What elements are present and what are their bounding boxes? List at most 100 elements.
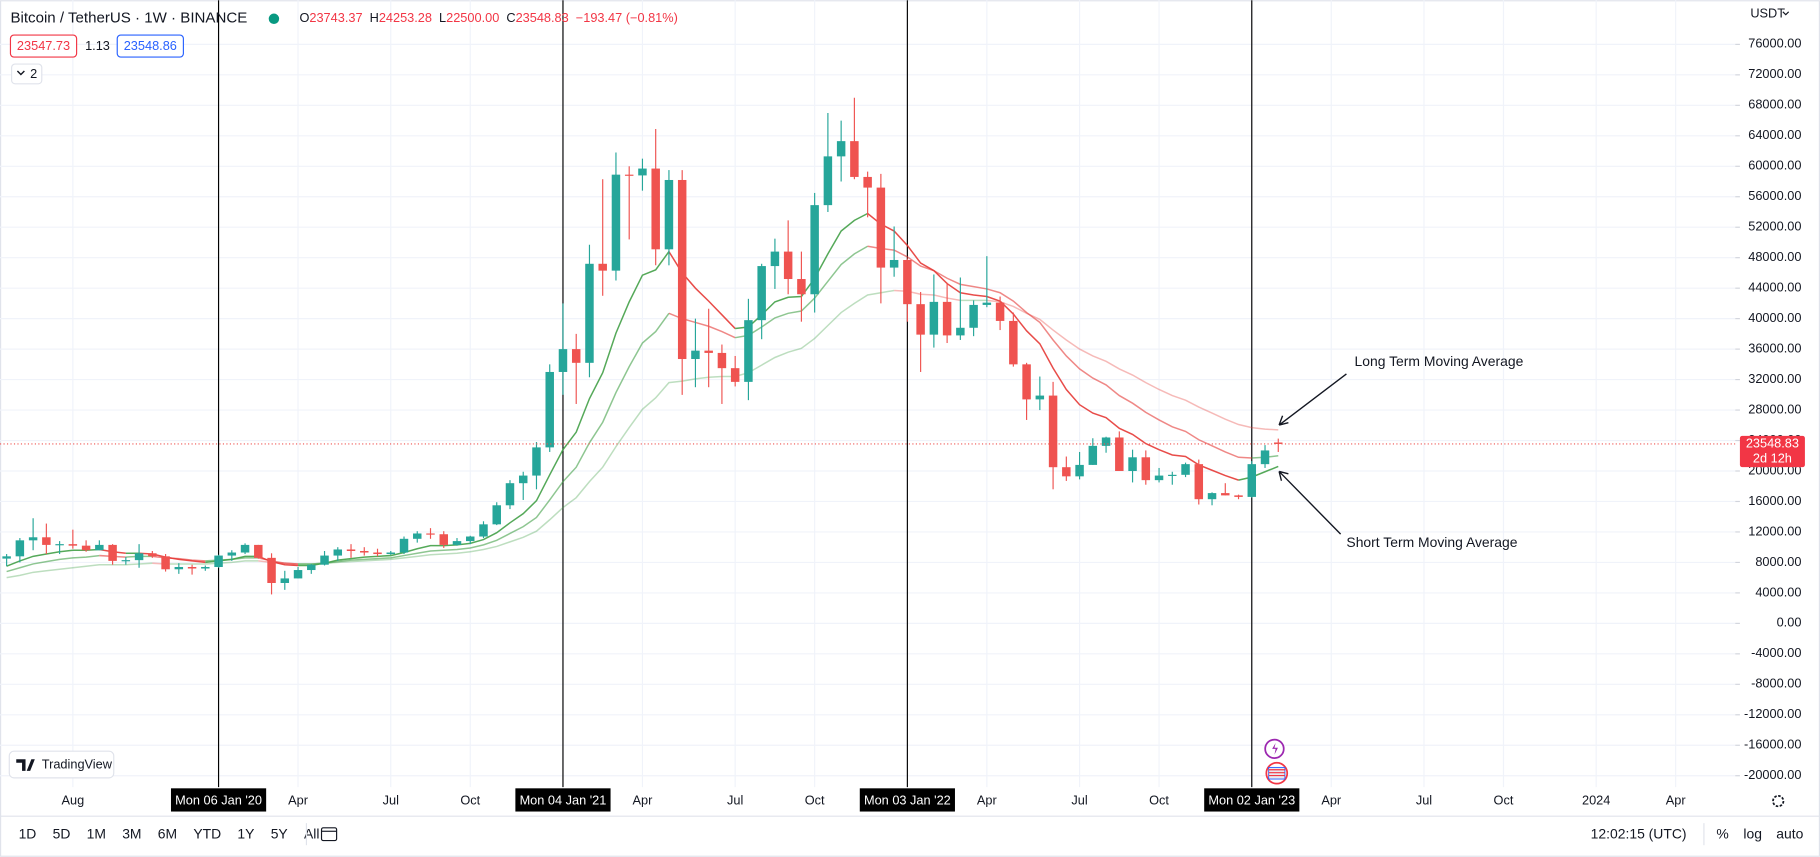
chevron-icon [1782,11,1790,16]
candle-body [611,174,621,271]
candle-body [81,545,91,551]
candle-body [1141,457,1151,481]
range-button[interactable]: 1Y [237,825,254,841]
candle-body [161,556,170,570]
x-tick-label: Mon 04 Jan '21 [520,792,607,807]
range-button[interactable]: All [304,825,319,841]
date-marker-label-bg [170,788,267,812]
settings-icon[interactable] [1772,794,1785,808]
ask-badge[interactable] [116,34,184,58]
annotation-arrow [1278,373,1347,426]
date-marker-label-bg [515,788,611,812]
candle-body [42,537,51,545]
candle-body [1009,320,1018,365]
candle-body [413,533,422,539]
ask-price[interactable]: 23548.86 [124,38,177,53]
range-button[interactable]: 6M [158,825,177,841]
ohlc-readout: O23743.37 H24253.28 L22500.00 C23548.83 … [299,10,677,25]
candle-body [929,301,939,335]
last-price-badge [1739,435,1805,468]
x-tick-label: Apr [288,792,309,807]
low-value: 22500.00 [446,10,499,25]
range-button[interactable]: 1M [87,825,106,841]
candle-body [293,570,303,579]
candle-body [651,168,660,250]
clock[interactable]: 12:02:15 (UTC) [1591,825,1687,841]
indicators-toggle[interactable] [11,63,43,85]
date-range-icon[interactable] [320,827,338,842]
percent-toggle[interactable]: % [1716,825,1728,841]
auto-toggle[interactable]: auto [1776,825,1803,841]
logo-badge[interactable] [8,750,115,779]
event-glyph [1272,743,1278,755]
candle-body [863,176,872,188]
bid-price[interactable]: 23547.73 [17,38,70,53]
candle-body [426,533,435,535]
candle-body [55,544,64,546]
candle-body [1128,457,1137,472]
candle-body [1035,395,1045,400]
range-buttons: 1D 5D 1M 3M 6M YTD 1Y 5Y All [19,825,320,841]
x-tick-label: 2024 [1582,792,1610,807]
y-tick-label: 68000.00 [1748,97,1801,112]
candle-body [1221,493,1230,496]
x-tick-label: Oct [805,792,825,807]
high-label: H [370,10,379,25]
y-tick-label: 8000.00 [1755,554,1801,569]
logo-mark [16,759,35,771]
candle-body [320,555,329,565]
x-tick-label: Jul [1416,792,1432,807]
annotation-arrow [1278,470,1342,535]
x-tick-label: Oct [1494,792,1514,807]
candle-body [757,266,766,321]
bid-badge[interactable] [9,34,78,58]
range-button[interactable]: 3M [122,825,141,841]
plot-area [0,97,1736,595]
spread: 1.13 [85,38,110,53]
candle-body [134,553,144,561]
symbol-title[interactable]: Bitcoin / TetherUS · 1W · BINANCE [10,10,247,27]
y-tick-label: 56000.00 [1748,188,1801,203]
y-tick-label: 48000.00 [1748,249,1801,264]
moving-average-line [165,560,259,565]
y-tick-label: -12000.00 [1744,706,1801,721]
y-tick-label: 0.00 [1777,615,1802,630]
indicators-count[interactable]: 2 [30,66,37,81]
candle-body [836,141,846,157]
moving-average-line [6,562,153,579]
moving-average-line [1238,465,1279,481]
range-button[interactable]: 5Y [271,825,288,841]
currency-selector[interactable]: USDT [1750,6,1785,21]
candle-body [598,263,607,271]
candle-body [174,566,184,570]
y-tick-label: 44000.00 [1748,280,1801,295]
candle-body [439,534,448,545]
moving-average-line [986,299,1279,431]
candle-body [399,538,409,553]
change-value: −193.47 (−0.81%) [576,10,678,25]
date-marker-label-bg [859,788,955,812]
candle-body [386,552,396,555]
high-value: 24253.28 [379,10,432,25]
candle-body [704,350,713,353]
candle-body [28,537,38,541]
candle-body [717,352,727,369]
x-tick-label: Aug [62,792,85,807]
close-value: 23548.83 [516,10,569,25]
annotation: Long Term Moving Average [1355,353,1524,369]
moving-average-line [867,212,1239,481]
y-tick-label: 40000.00 [1748,310,1801,325]
log-toggle[interactable]: log [1743,825,1762,841]
logo-text[interactable]: TradingView [42,756,113,771]
candle-body [638,168,647,176]
candle-body [121,560,131,562]
candle-body [942,301,952,336]
x-tick-label: Apr [633,792,654,807]
candle-body [558,349,568,372]
range-button[interactable]: 5D [53,825,71,841]
y-tick-label: 36000.00 [1748,340,1801,355]
candle-body [148,553,157,557]
candle-body [333,549,343,556]
range-button[interactable]: 1D [19,825,37,841]
range-button[interactable]: YTD [193,825,221,841]
